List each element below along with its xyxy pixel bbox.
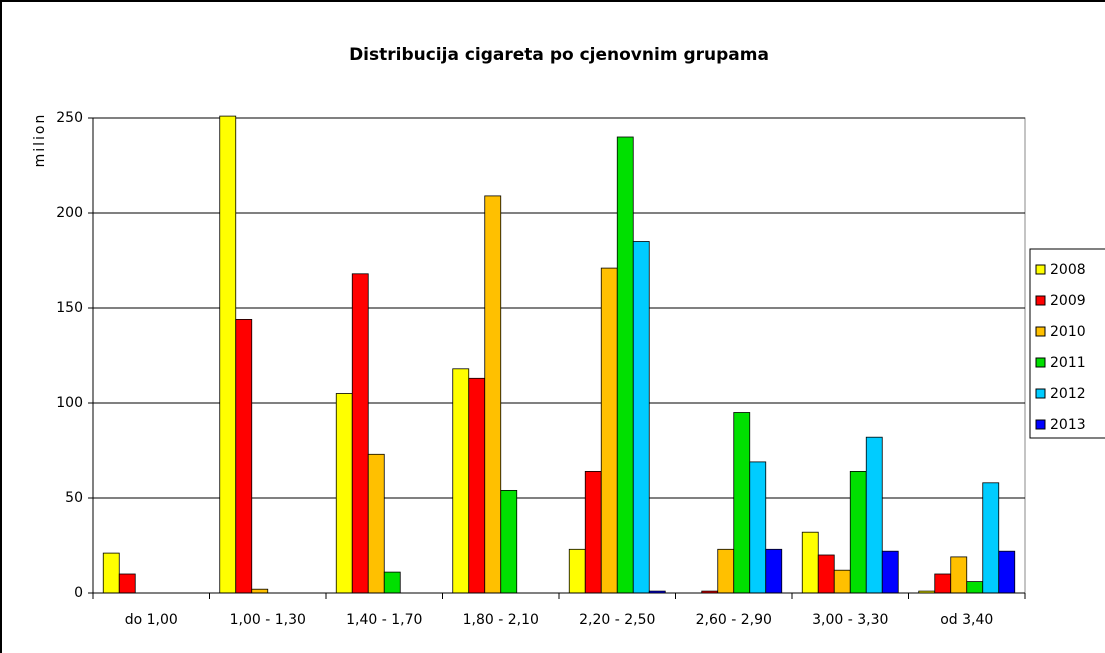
legend-swatch [1035,264,1046,275]
bar [367,453,385,594]
y-axis-label: milion [32,113,48,168]
bar [881,550,899,594]
bar [383,571,401,594]
bar [982,482,1000,594]
legend-label: 2012 [1050,386,1086,402]
bar [484,195,502,594]
bar [950,556,968,594]
legend-label: 2013 [1050,417,1086,433]
legend-label: 2008 [1050,262,1086,278]
chart-title: Distribucija cigareta po cjenovnim grupa… [349,45,769,65]
legend-label: 2009 [1050,293,1086,309]
bar [749,461,767,594]
x-tick-label: do 1,00 [125,612,178,628]
bar [219,115,237,594]
x-tick-label: 1,40 - 1,70 [346,612,422,628]
y-tick-label: 100 [56,395,83,411]
x-tick-label: 2,20 - 2,50 [579,612,655,628]
bar [717,548,735,594]
x-tick-label: 1,00 - 1,30 [230,612,306,628]
bar [452,368,470,594]
y-tick-label: 0 [74,585,83,601]
bar [632,241,650,594]
bar [817,554,835,594]
x-tick-label: 3,00 - 3,30 [812,612,888,628]
bar [235,318,253,594]
y-tick-label: 250 [56,110,83,126]
y-tick-label: 200 [56,205,83,221]
bar [934,573,952,594]
legend-swatch [1035,326,1046,337]
bar [118,573,136,594]
bar [865,436,883,594]
y-tick-label: 150 [56,300,83,316]
x-tick-label: od 3,40 [940,612,993,628]
bar [966,581,984,594]
x-tick-label: 1,80 - 2,10 [463,612,539,628]
bar [468,377,486,594]
bar [801,531,819,594]
bar [600,267,618,594]
bar [568,548,586,594]
bar [616,136,634,594]
bar [849,470,867,594]
bar [335,393,353,594]
bar [351,273,369,594]
legend-swatch [1035,295,1046,306]
bar [500,489,518,594]
bar [833,569,851,594]
legend-label: 2011 [1050,355,1086,371]
x-tick-label: 2,60 - 2,90 [696,612,772,628]
bar [765,548,783,594]
legend-swatch [1035,388,1046,399]
legend-swatch [1035,419,1046,430]
legend-box [1029,248,1105,439]
bar [251,588,269,594]
bar [998,550,1016,594]
legend-label: 2010 [1050,324,1086,340]
legend-swatch [1035,357,1046,368]
y-tick-label: 50 [65,490,83,506]
bar [102,552,120,594]
bar [733,412,751,594]
bar [584,470,602,594]
